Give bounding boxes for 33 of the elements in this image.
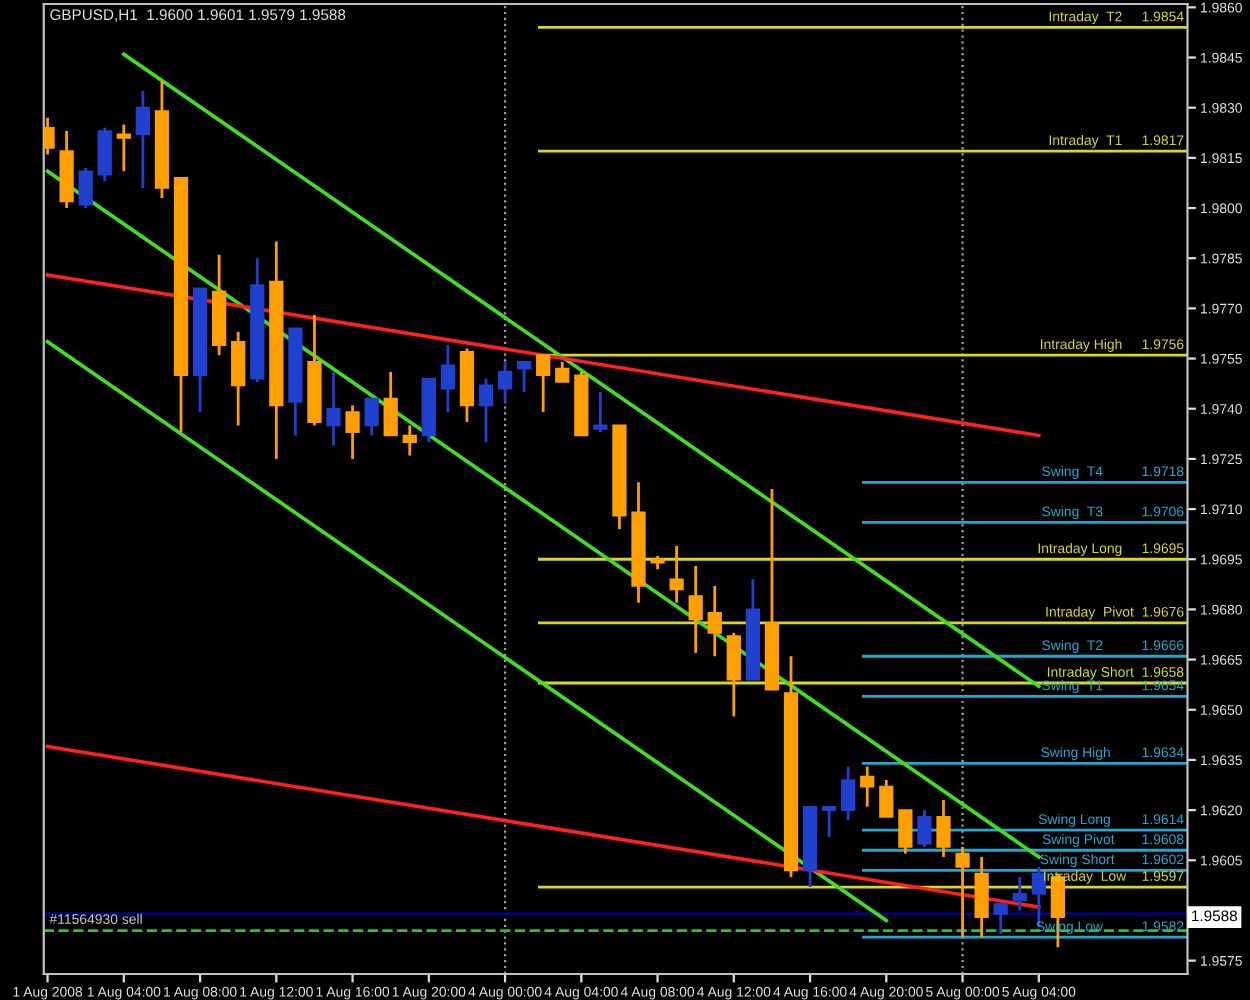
- candlestick: [707, 584, 722, 658]
- candlestick: [593, 390, 608, 434]
- candlestick: [345, 403, 360, 461]
- candlestick: [555, 360, 570, 384]
- candlestick: [917, 808, 932, 849]
- candlestick: [116, 123, 131, 173]
- candlestick: [364, 397, 379, 437]
- candlestick: [326, 370, 341, 447]
- candlestick: [860, 765, 875, 809]
- candlestick: [898, 808, 913, 855]
- candlestick: [936, 798, 951, 859]
- candlestick: [688, 564, 703, 655]
- candlestick: [497, 360, 513, 404]
- candlestick: [516, 360, 532, 394]
- candlestick: [135, 89, 151, 190]
- candlestick: [402, 424, 417, 457]
- candlestick: [231, 330, 246, 427]
- candlestick: [879, 778, 894, 819]
- candlestick: [478, 377, 494, 444]
- candlestick: [78, 166, 93, 210]
- candlestick: [993, 902, 1008, 936]
- candlestick: [955, 845, 970, 939]
- candlestick: [821, 805, 837, 839]
- candlestick: [669, 544, 684, 605]
- candlestick: [726, 631, 741, 718]
- candlestick: [440, 343, 456, 414]
- candlestick: [97, 126, 112, 183]
- candlestick: [536, 353, 551, 414]
- candlestick: [1012, 875, 1027, 912]
- candlestick: [974, 855, 989, 939]
- candlestick: [43, 116, 55, 156]
- candlestick: [841, 765, 856, 822]
- candlestick: [383, 370, 398, 437]
